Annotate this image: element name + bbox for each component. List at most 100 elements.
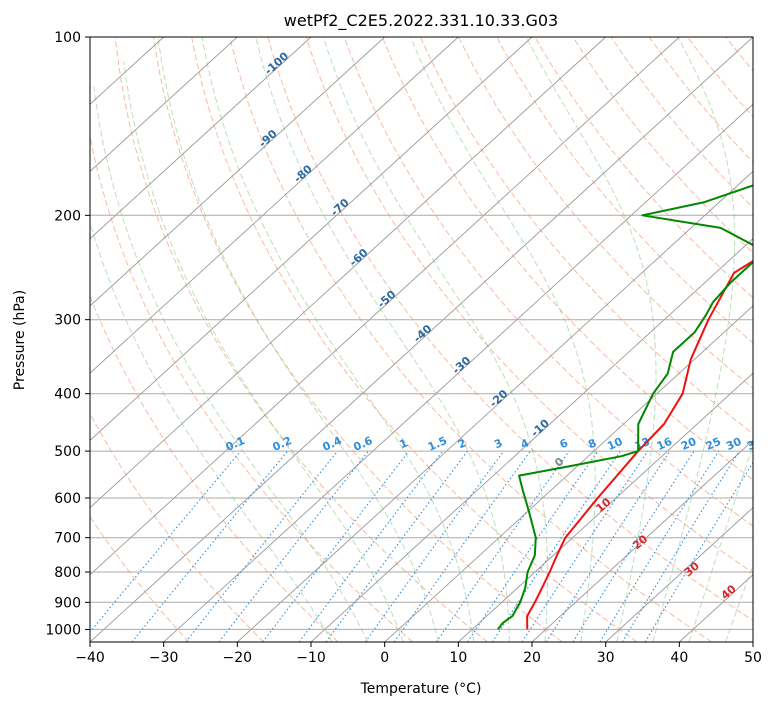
isotherm-line: [90, 37, 607, 509]
isotherm-line: [163, 103, 753, 642]
dry-adiabat: [305, 37, 753, 574]
dry-adiabat: [534, 37, 753, 299]
isotherm-label: -60: [347, 246, 371, 269]
moist-adiabat-label: 30: [682, 559, 702, 579]
mixing-ratio-label: 30: [724, 435, 744, 453]
moist-adiabat: [255, 37, 510, 642]
background-lines: [90, 37, 775, 642]
profile-series: [497, 184, 753, 631]
mixing-ratio-line: [491, 450, 621, 642]
x-tick-label: −30: [149, 650, 179, 666]
mixing-ratio-line: [364, 450, 505, 642]
isotherm-line: [90, 37, 680, 576]
x-tick-label: 10: [449, 650, 467, 666]
mixing-ratio-label: 13: [633, 435, 652, 453]
isoline-labels: 0.1 0.2 0.4 0.6 1 1.5 2 3 4 6 8 10 13 16 20 25 30 36-100-…: [224, 49, 765, 602]
dry-adiabat: [764, 37, 775, 642]
dry-adiabat: [267, 37, 753, 622]
moist-adiabat: [725, 563, 753, 642]
dry-adiabat: [572, 37, 753, 254]
mixing-ratio-label: 1: [397, 436, 409, 451]
x-tick-label: −10: [296, 650, 326, 666]
moist-adiabat: [90, 220, 333, 642]
isotherm-label: -90: [256, 127, 280, 150]
mixing-ratio-label: 6: [558, 436, 571, 451]
temperature-line: [526, 259, 753, 630]
x-tick-label: 50: [744, 650, 762, 666]
axis-ticks: −40 −30 −20 −10 0 10 20 30 40 50 100 200 300 400 500 60…: [45, 30, 762, 666]
dewpoint-line: [497, 184, 753, 631]
dry-adiabat: [90, 412, 264, 642]
isotherm-line: [90, 37, 238, 173]
isotherm-label: -80: [291, 162, 315, 185]
x-tick-label: 30: [597, 650, 615, 666]
isotherm-line: [90, 37, 753, 642]
isotherm-line: [752, 641, 753, 642]
x-tick-label: 20: [523, 650, 541, 666]
moist-adiabat: [688, 443, 753, 642]
isotherm-line: [384, 305, 753, 642]
dry-adiabat: [191, 37, 638, 642]
mixing-ratio-label: 25: [704, 435, 723, 453]
mixing-ratio-label: 10: [605, 435, 625, 453]
mixing-ratio-line: [90, 450, 242, 633]
isotherm-label: -10: [528, 416, 552, 439]
isotherm-line: [310, 238, 753, 642]
mixing-ratio-label: 3: [492, 436, 504, 451]
isotherm-label: -30: [450, 354, 474, 377]
isotherm-line: [90, 37, 312, 240]
dry-adiabat: [90, 294, 339, 642]
mixing-ratio-line: [262, 450, 410, 642]
mixing-ratio-line: [185, 450, 339, 642]
y-tick-label: 700: [54, 531, 81, 547]
mixing-ratio-line: [521, 450, 649, 642]
isotherm-label: -100: [262, 49, 291, 77]
moist-adiabat: [123, 61, 404, 642]
dry-adiabat: [420, 37, 753, 435]
y-tick-label: 300: [54, 313, 81, 329]
isotherm-label: -20: [487, 387, 511, 410]
dry-adiabat: [343, 37, 753, 527]
moist-adiabat: [322, 37, 548, 642]
y-tick-label: 100: [54, 30, 81, 46]
isotherm-line: [531, 439, 753, 642]
mixing-ratio-line: [325, 450, 468, 642]
moist-adiabat: [201, 37, 475, 642]
mixing-ratio-line: [435, 450, 570, 642]
y-tick-label: 500: [54, 444, 81, 460]
mixing-ratio-label: 36: [745, 435, 765, 453]
y-tick-label: 1000: [45, 622, 81, 638]
mixing-ratio-line: [218, 450, 369, 642]
isotherm-line: [90, 37, 459, 374]
x-tick-label: −40: [75, 650, 105, 666]
dry-adiabat: [610, 37, 753, 209]
mixing-ratio-line: [545, 450, 671, 642]
mixing-ratio-line: [599, 450, 720, 642]
y-tick-label: 400: [54, 387, 81, 403]
y-tick-label: 800: [54, 565, 81, 581]
y-axis-label: Pressure (hPa): [12, 290, 28, 390]
mixing-ratio-line: [467, 450, 599, 642]
x-axis-label: Temperature (°C): [360, 681, 482, 697]
dry-adiabat: [725, 37, 753, 72]
dry-adiabat: [229, 37, 712, 642]
isotherm-line: [457, 372, 753, 642]
y-tick-label: 600: [54, 491, 81, 507]
x-tick-label: 40: [670, 650, 688, 666]
mixing-ratio-line: [644, 461, 753, 642]
dry-adiabat: [648, 37, 753, 163]
dry-adiabat: [90, 515, 190, 642]
y-tick-label: 200: [54, 208, 81, 224]
dry-adiabat: [114, 37, 488, 642]
mixing-ratio-line: [393, 450, 531, 642]
mixing-ratio-label: 4: [519, 436, 532, 451]
y-tick-label: 900: [54, 595, 81, 611]
moist-adiabat: [157, 37, 439, 642]
dry-adiabat: [153, 37, 563, 642]
dry-adiabat: [90, 134, 414, 642]
mixing-ratio-label: 20: [679, 435, 699, 453]
x-tick-label: 0: [380, 650, 389, 666]
moist-adiabat: [410, 37, 596, 642]
mixing-ratio-label: 16: [655, 435, 675, 453]
